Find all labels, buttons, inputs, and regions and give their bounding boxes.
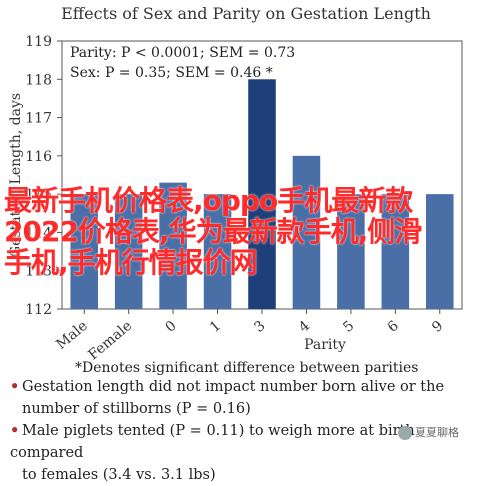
- x-axis-label: Parity: [304, 337, 346, 353]
- x-tick-label: 9: [429, 318, 446, 336]
- x-tick-label: 4: [296, 318, 313, 336]
- bar-4: [292, 155, 321, 309]
- bullet-1-line-2: number of stillborns (P = 0.16): [22, 401, 251, 417]
- chart-title: Effects of Sex and Parity on Gestation L…: [61, 4, 431, 23]
- x-tick-label: Female: [85, 318, 135, 363]
- x-tick-label: 5: [340, 318, 357, 336]
- watermark: 夏夏聊格: [398, 424, 459, 440]
- bullet-2-line-2: to females (3.4 vs. 3.1 lbs): [22, 467, 216, 483]
- bar-9: [426, 194, 454, 309]
- bullet-1-line-1: Gestation length did not impact number b…: [22, 379, 445, 395]
- annotation-1: Parity: P < 0.0001; SEM = 0.73: [70, 45, 295, 61]
- bullet-item-1: • Gestation length did not impact number …: [10, 376, 444, 420]
- bar-3: [248, 79, 276, 310]
- x-tick-label: 6: [385, 318, 402, 336]
- footnote: *Denotes significant difference between …: [75, 360, 418, 376]
- x-tick-label: Male: [53, 318, 90, 353]
- y-tick-label: 114: [25, 225, 52, 241]
- watermark-label: 夏夏聊格: [415, 426, 459, 439]
- overlay-watermark-text: 最新手机价格表,oppo手机最新款2022价格表,华为最新款手机,侧滑手机,手机…: [4, 184, 422, 279]
- y-tick-label: 112: [25, 302, 52, 318]
- bar-1: [203, 194, 232, 309]
- y-tick-label: 116: [25, 149, 52, 165]
- bullet-dot: •: [10, 378, 20, 395]
- y-tick-label: 119: [25, 34, 52, 50]
- bar-chart: 112 113 114 115 116 117 118 119 Gestation Length…: [8, 34, 463, 376]
- bar-0: [159, 182, 187, 309]
- y-tick-label: 113: [25, 264, 52, 280]
- watermark-icon: [398, 426, 412, 440]
- y-tick-label: 118: [25, 72, 52, 88]
- y-axis-label: Gestation Length, days: [8, 93, 24, 257]
- bar-6: [381, 194, 410, 309]
- bar-female: [114, 194, 143, 309]
- bullet-2-line-1: Male piglets tented (P = 0.11) to weigh …: [10, 423, 415, 461]
- bar-5: [337, 194, 365, 309]
- x-tick-label: 0: [163, 318, 180, 336]
- y-tick-label: 117: [25, 111, 52, 127]
- bullet-dot: •: [10, 422, 20, 439]
- x-tick-label: 1: [207, 318, 224, 336]
- y-tick-label: 115: [25, 187, 52, 203]
- x-tick-label: 3: [251, 318, 268, 336]
- bar-male: [70, 194, 98, 309]
- annotation-2: Sex: P = 0.35; SEM = 0.46 *: [70, 65, 273, 81]
